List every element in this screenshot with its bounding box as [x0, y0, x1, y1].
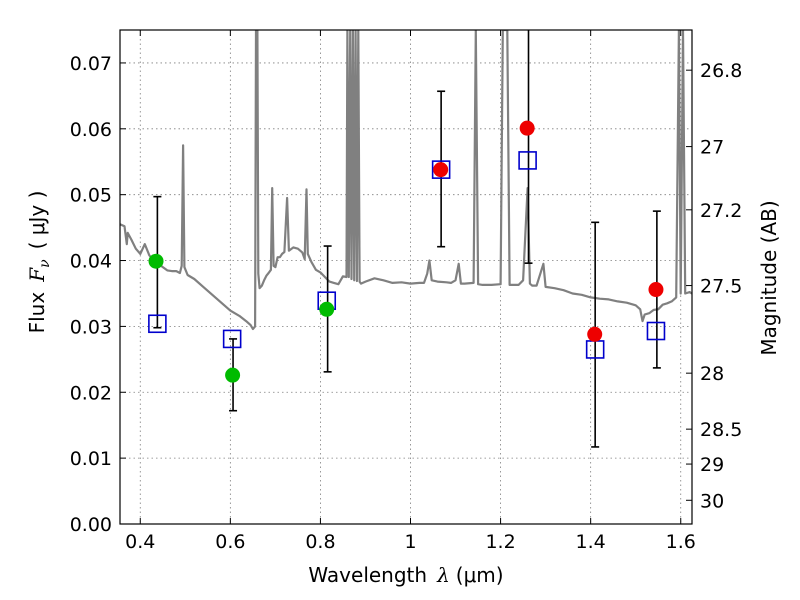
red-point — [433, 162, 449, 178]
y-tick-label: 0.04 — [70, 251, 112, 273]
spectrum-line — [120, 30, 692, 331]
y-tick-label: 0.03 — [70, 316, 112, 338]
y2-tick-label: 27 — [700, 137, 724, 159]
y-tick-label: 0.07 — [70, 53, 112, 75]
green-point — [319, 301, 335, 317]
y-tick-label: 0.06 — [70, 119, 112, 141]
model-square — [646, 321, 666, 341]
y2-tick-label: 28 — [700, 363, 724, 385]
x-tick-label: 0.6 — [215, 531, 245, 553]
red-point — [587, 326, 603, 342]
y-tick-label: 0.00 — [70, 514, 112, 536]
plot-background — [120, 30, 692, 524]
y2-tick-label: 27.5 — [700, 276, 742, 298]
y-tick-label: 0.05 — [70, 185, 112, 207]
y2-tick-label: 26.8 — [700, 60, 742, 82]
x-tick-label: 1.4 — [576, 531, 606, 553]
x-tick-label: 1.6 — [666, 531, 696, 553]
x-tick-label: 1.2 — [485, 531, 515, 553]
y-axis-ticks: 0.00 0.01 0.02 0.03 0.04 0.05 0.06 0.07 — [70, 53, 126, 536]
model-spectrum — [120, 30, 692, 331]
y2-tick-label: 28.5 — [700, 419, 742, 441]
x-tick-label: 1 — [404, 531, 416, 553]
model-square — [148, 314, 167, 334]
x-axis-ticks: 0.4 0.6 0.8 1 1.2 1.4 1.6 — [125, 30, 696, 553]
y-tick-label: 0.01 — [70, 448, 112, 470]
y-axis-label: FluxFν( μJy ) — [25, 191, 53, 334]
y2-axis-label: Magnitude (AB) — [757, 200, 781, 355]
model-square — [431, 160, 451, 179]
x-axis-label: Wavelength λ (μm) — [308, 563, 503, 587]
model-square — [222, 329, 242, 349]
model-square — [518, 151, 537, 170]
green-point — [225, 367, 241, 383]
y2-tick-label: 29 — [700, 454, 724, 476]
y2-tick-label: 27.2 — [700, 200, 742, 222]
observed-photometry-markers — [148, 120, 664, 383]
y2-axis-ticks: 26.8 27 27.2 27.5 28 28.5 29 30 — [686, 60, 742, 512]
x-tick-label: 0.4 — [125, 531, 155, 553]
green-point — [148, 253, 164, 269]
red-point — [519, 120, 535, 136]
red-point — [648, 282, 664, 298]
x-tick-label: 0.8 — [305, 531, 335, 553]
y2-tick-label: 30 — [700, 490, 724, 512]
y-tick-label: 0.02 — [70, 382, 112, 404]
plot-frame — [119, 29, 693, 525]
